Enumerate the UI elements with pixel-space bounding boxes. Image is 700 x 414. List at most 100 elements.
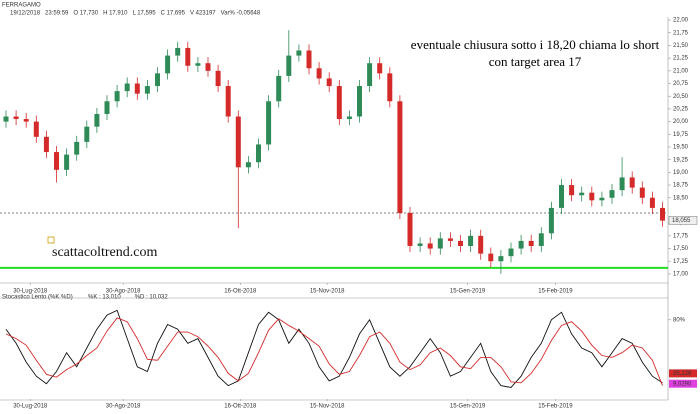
y-tick-label: 20,50 bbox=[673, 94, 689, 100]
y-tick-label: 21,25 bbox=[673, 56, 689, 62]
x-tick-label: 15-Feb-2019 bbox=[538, 404, 573, 410]
candle-body bbox=[134, 83, 140, 94]
candle-body bbox=[235, 116, 241, 168]
candle-body bbox=[387, 73, 393, 102]
y-tick-label: 20,25 bbox=[673, 106, 689, 112]
candle-body bbox=[609, 190, 615, 198]
candle-body bbox=[64, 154, 70, 170]
candle-body bbox=[569, 185, 575, 196]
info-item: V 423197 bbox=[190, 11, 216, 17]
x-tick-label: 16-Ott-2018 bbox=[224, 404, 257, 410]
candle-body bbox=[144, 86, 150, 94]
x-tick-label: 30-Ago-2018 bbox=[106, 404, 141, 410]
candle-body bbox=[306, 50, 312, 69]
value-box-label: 9,0290 bbox=[673, 381, 692, 387]
candle-body bbox=[528, 240, 534, 246]
y-tick-label: 17,00 bbox=[673, 272, 689, 278]
candle-body bbox=[296, 50, 302, 56]
x-tick-label: 30-Lug-2018 bbox=[13, 404, 48, 410]
candle-body bbox=[316, 68, 322, 79]
price-box bbox=[668, 216, 698, 225]
candle-body bbox=[377, 63, 383, 74]
annotation: eventuale chiusura sotto i 18,20 chiama … bbox=[411, 37, 660, 52]
value-box bbox=[669, 379, 697, 388]
candle-body bbox=[548, 207, 554, 234]
candle-body bbox=[33, 121, 39, 137]
candle-body bbox=[559, 185, 564, 208]
price-label: 18,055 bbox=[672, 218, 691, 224]
y-tick-label: 19,50 bbox=[673, 145, 689, 151]
candle-body bbox=[538, 233, 544, 246]
readout: %K : 13,010 bbox=[88, 295, 121, 301]
info-item: 23:59:59 bbox=[45, 11, 69, 17]
info-item: L 17,595 bbox=[132, 11, 156, 17]
y-tick-label: 17,25 bbox=[673, 259, 689, 265]
candle-body bbox=[114, 91, 120, 102]
info-item: C 17,695 bbox=[161, 11, 186, 17]
candle-body bbox=[104, 101, 110, 114]
y-tick-label: 17,75 bbox=[673, 233, 689, 239]
y-tick-label: 19,75 bbox=[673, 132, 689, 138]
candle-body bbox=[215, 70, 221, 87]
candle-body bbox=[427, 243, 433, 249]
candle-body bbox=[660, 207, 665, 221]
candle-body bbox=[488, 253, 494, 262]
candle-body bbox=[589, 192, 595, 201]
y-tick-label: 19,25 bbox=[673, 157, 689, 163]
info-item: O 17,730 bbox=[73, 11, 98, 17]
stoch-line bbox=[5, 309, 663, 388]
x-tick-label: 16-Ott-2018 bbox=[224, 289, 257, 295]
y-tick-label: 20,00 bbox=[673, 119, 689, 125]
candle-body bbox=[225, 86, 231, 117]
candle-body bbox=[43, 136, 49, 153]
candle-body bbox=[276, 75, 282, 102]
candle-body bbox=[599, 197, 605, 201]
x-tick-label: 15-Gen-2019 bbox=[450, 289, 486, 295]
value-box-label: 25,128 bbox=[673, 371, 692, 377]
candle-body bbox=[397, 101, 403, 213]
x-tick-label: 15-Nov-2018 bbox=[310, 404, 345, 410]
candle-body bbox=[619, 177, 625, 191]
candle-body bbox=[468, 235, 474, 246]
y-tick-label: 22,00 bbox=[673, 18, 689, 24]
candle-body bbox=[286, 55, 292, 76]
readout: %D : 10,032 bbox=[135, 295, 169, 301]
candle-body bbox=[124, 83, 130, 92]
candle-body bbox=[518, 240, 524, 249]
candle-body bbox=[629, 177, 635, 188]
x-tick-label: 15-Gen-2019 bbox=[450, 404, 486, 410]
candle-body bbox=[447, 238, 453, 241]
y-tick-label: 21,00 bbox=[673, 68, 689, 74]
y-tick-label: 21,50 bbox=[673, 43, 689, 49]
candle-body bbox=[437, 238, 443, 249]
candle-body bbox=[458, 240, 463, 246]
x-tick-label: 15-Feb-2019 bbox=[538, 289, 573, 295]
candle-body bbox=[256, 144, 261, 163]
y-tick-label: 18,75 bbox=[673, 183, 689, 189]
candle-body bbox=[498, 256, 504, 262]
x-tick-label: 30-Lug-2018 bbox=[13, 289, 48, 295]
watermark: scattacoltrend.com bbox=[52, 245, 157, 260]
candle-body bbox=[357, 86, 362, 117]
candle-body bbox=[185, 47, 191, 66]
candle-body bbox=[13, 116, 19, 120]
info-item: 19/12/2018 bbox=[10, 11, 41, 17]
info-item: Var% -0,05648 bbox=[221, 11, 261, 17]
y-tick-label: 17,50 bbox=[673, 246, 689, 252]
candle-body bbox=[84, 126, 90, 142]
candle-body bbox=[94, 113, 100, 127]
candle-body bbox=[417, 243, 423, 246]
candle-body bbox=[367, 63, 373, 87]
candle-body bbox=[3, 116, 9, 122]
candle-body bbox=[266, 101, 272, 145]
watermark-icon bbox=[47, 236, 55, 244]
candle-body bbox=[205, 63, 211, 71]
candle-body bbox=[175, 47, 181, 56]
value-box bbox=[669, 369, 697, 378]
candle-body bbox=[155, 73, 160, 87]
x-tick-label: 15-Nov-2018 bbox=[310, 289, 345, 295]
candle-body bbox=[245, 162, 251, 168]
candle-body bbox=[346, 116, 352, 120]
